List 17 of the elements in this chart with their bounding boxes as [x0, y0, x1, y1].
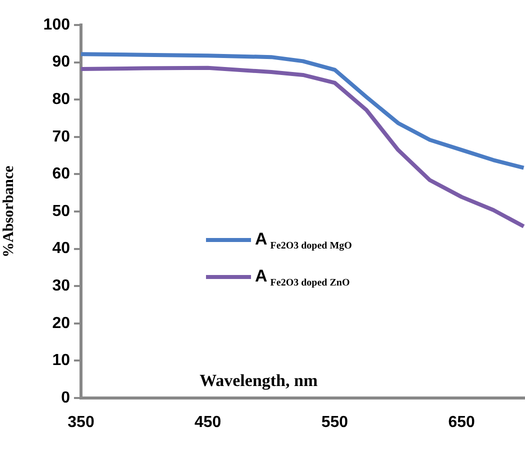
x-tick-label: 450: [194, 414, 222, 432]
y-tick-label: 90: [52, 54, 70, 71]
y-tick-label: 60: [52, 166, 70, 183]
y-tick-label: 10: [52, 352, 70, 370]
y-tick-label: 50: [52, 202, 70, 220]
y-tick-label: 80: [52, 91, 70, 108]
y-tick-label: 0: [61, 389, 70, 406]
x-tick-label: 550: [321, 414, 348, 432]
y-tick-label: 20: [52, 314, 70, 332]
x-axis-title: Wavelength, nm: [200, 370, 318, 390]
y-tick-label: 30: [52, 278, 70, 295]
y-tick-label: 40: [52, 240, 70, 258]
y-tick-label: 100: [43, 16, 70, 34]
x-tick-label: 650: [448, 414, 476, 432]
y-axis-title: %Absorbance: [0, 165, 17, 258]
y-tick-label: 70: [52, 128, 70, 146]
x-tick-label: 350: [68, 414, 94, 432]
